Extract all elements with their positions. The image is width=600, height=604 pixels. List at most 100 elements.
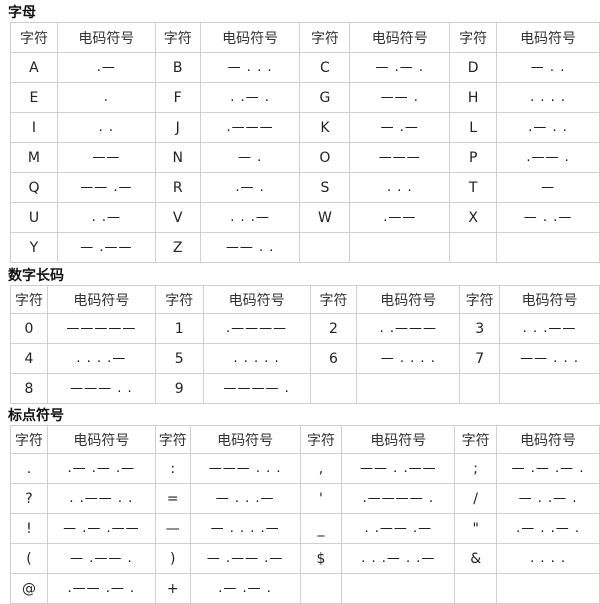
morse-code-cell: . . .— . .— [341,543,456,574]
table-row: I. . J .——— K — .— L .— . . [10,112,600,143]
morse-code-cell: ————— [46,313,156,344]
header-character: 字符 [10,22,58,53]
morse-code-cell: — .— .—— [46,513,156,544]
header-morse-code: 电码符号 [189,425,301,454]
digits-table: 字符 电码符号 字符 电码符号 字符 电码符号 字符 电码符号 0 ————— 1 .———— 2. .… [10,285,600,404]
table-row: 8 ——— . . 9 ———— . [10,373,600,404]
character-cell: S [299,172,351,203]
header-character: 字符 [154,285,204,314]
morse-code-cell: — . . .— [189,483,301,514]
table-row: ?. .—— . . = — . . .— ' .———— . / — . .— . [10,483,600,514]
character-cell [309,373,358,404]
character-cell: B [154,52,201,83]
morse-code-cell: —— [56,142,156,173]
header-character: 字符 [154,425,191,454]
character-cell: X [449,202,498,233]
table-row: E.F. .— . G —— .H. . . . [10,82,600,113]
morse-code-cell: —— .— [56,172,156,203]
header-character: 字符 [299,22,351,53]
character-cell [454,573,498,604]
character-cell: " [454,513,498,544]
character-cell: ' [299,483,343,514]
character-cell: ) [154,543,191,574]
character-cell: D [449,52,498,83]
character-cell: 2 [309,313,358,344]
table-row: (— .—— .) — .—— .— $. . .— . .— &. . . . [10,543,600,574]
header-character: 字符 [154,22,201,53]
morse-code-cell [349,232,451,263]
character-cell: V [154,202,201,233]
morse-code-cell: — . .— [496,202,600,233]
table-row: Y — .—— Z —— . . [10,232,600,263]
morse-code-cell: — . . . [199,52,301,83]
morse-code-cell [496,232,600,263]
morse-code-cell: . . .—— [499,313,600,344]
header-morse-code: 电码符号 [46,425,156,454]
character-cell: 9 [154,373,204,404]
character-cell: 1 [154,313,204,344]
header-morse-code: 电码符号 [496,425,600,454]
morse-code-cell: . . . . [496,543,600,574]
character-cell: 5 [154,343,204,374]
character-cell: J [154,112,201,143]
header-character: 字符 [10,285,48,314]
header-morse-code: 电码符号 [46,285,156,314]
morse-code-cell [341,573,456,604]
table-row: M —— N — . O ——— P .—— . [10,142,600,173]
morse-code-cell: .— . .— . [496,513,600,544]
table-header-row: 字符 电码符号 字符 电码符号 字符 电码符号 字符 电码符号 [10,425,600,454]
morse-code-cell: — . . . . [356,343,461,374]
header-morse-code: 电码符号 [356,285,461,314]
character-cell: 3 [459,313,501,344]
table-row: 4. . . .— 5. . . . . 6— . . . . 7 —— . . . [10,343,600,374]
character-cell: — [154,513,191,544]
morse-code-cell: — .—— [56,232,156,263]
morse-code-cell: ——— . . [46,373,156,404]
character-cell: $ [299,543,343,574]
table-row: @ .—— .— . + .— .— . [10,573,600,604]
character-cell: A [10,52,58,83]
morse-code-cell [356,373,461,404]
character-cell: K [299,112,351,143]
morse-code-cell: .— . . [496,112,600,143]
morse-code-cell: . . .— [199,202,301,233]
morse-code-cell: . . . . [496,82,600,113]
character-cell: Y [10,232,58,263]
character-cell: Q [10,172,58,203]
character-cell: = [154,483,191,514]
morse-code-cell: . .— . [199,82,301,113]
character-cell: E [10,82,58,113]
morse-code-cell: .—— [349,202,451,233]
morse-code-cell: — .— .— . [496,453,600,484]
morse-code-cell: — . .— . [496,483,600,514]
table-row: A .— B — . . . C — .— . D — . . [10,52,600,83]
morse-code-cell: —— . .—— [341,453,456,484]
table-row: ! — .— .—— — — . . . .— _. .—— .— " .— . .— . [10,513,600,544]
character-cell: : [154,453,191,484]
morse-code-cell: ——— [349,142,451,173]
header-character: 字符 [299,425,343,454]
character-cell [299,573,343,604]
header-morse-code: 电码符号 [202,285,311,314]
character-cell: 8 [10,373,48,404]
character-cell: . [10,453,48,484]
character-cell [449,232,498,263]
morse-code-cell: . [56,82,156,113]
header-morse-code: 电码符号 [499,285,600,314]
character-cell: ? [10,483,48,514]
morse-code-cell: ———— . [202,373,311,404]
morse-code-cell: — .— [349,112,451,143]
morse-code-cell: — . . [496,52,600,83]
morse-code-cell: —— . . [199,232,301,263]
character-cell [299,232,351,263]
morse-code-cell: —— . . . [499,343,600,374]
section-title-letters: 字母 [8,5,36,21]
character-cell: T [449,172,498,203]
character-cell: C [299,52,351,83]
morse-code-cell: —— . [349,82,451,113]
morse-code-cell: . .—— .— [341,513,456,544]
punctuation-table: 字符 电码符号 字符 电码符号 字符 电码符号 字符 电码符号. .— .— .—: ——— . … [10,425,600,604]
header-morse-code: 电码符号 [496,22,600,53]
morse-code-cell: . . . . . [202,343,311,374]
table-row: U. .— V. . .— W .—— X — . .— [10,202,600,233]
